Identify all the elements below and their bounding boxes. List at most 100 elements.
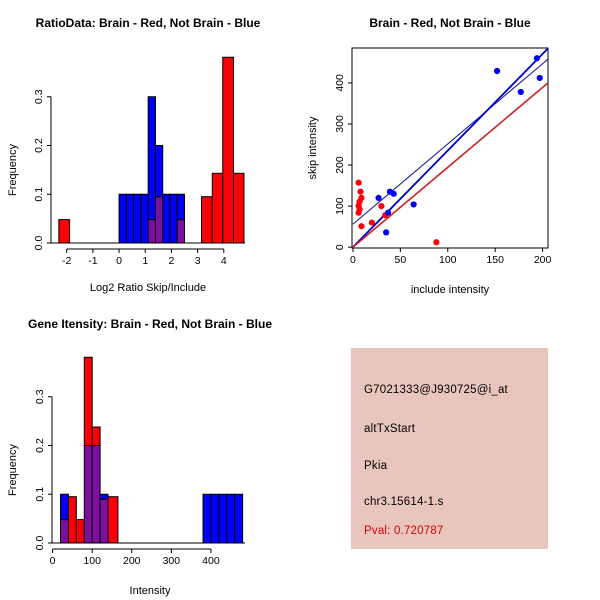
event-type-text: altTxStart xyxy=(364,423,416,435)
y-tick-label: 100 xyxy=(334,197,346,215)
histogram-bar-segment xyxy=(154,145,164,198)
histogram-bar-segment xyxy=(99,498,109,544)
y-axis-label: Frequency xyxy=(7,444,19,496)
y-tick-label: 0.1 xyxy=(33,187,45,202)
histogram-bar-segment xyxy=(60,493,69,521)
histogram-bar-segment xyxy=(176,193,186,221)
histogram-bar-segment xyxy=(176,219,186,244)
x-axis-label: Log2 Ratio Skip/Include xyxy=(90,282,206,294)
histogram-bar-segment xyxy=(67,496,77,544)
histogram-bar-segment xyxy=(107,496,119,544)
histogram-bar-segment xyxy=(226,493,236,544)
y-tick-label: 0.2 xyxy=(33,138,45,153)
histogram-bar-segment xyxy=(91,426,101,447)
x-tick-label: 150 xyxy=(486,254,504,266)
x-tick-label: 0 xyxy=(50,555,56,567)
scatter-point-red xyxy=(357,188,364,195)
plot-title: Brain - Red, Not Brain - Blue xyxy=(369,16,531,30)
x-tick-label: 0 xyxy=(116,255,122,267)
scatter-point-blue xyxy=(410,201,417,208)
scatter-point-red xyxy=(355,179,362,186)
y-tick-label: 0.1 xyxy=(34,487,46,502)
plot-box xyxy=(351,47,549,249)
x-tick-label: 300 xyxy=(163,555,181,567)
scatter-point-red xyxy=(358,223,365,230)
histogram-bar-segment xyxy=(201,196,213,244)
y-axis-label: Frequency xyxy=(7,144,19,196)
y-tick-label: 0.2 xyxy=(34,438,46,453)
locus-text: chr3.15614-1.s xyxy=(364,496,444,508)
x-axis-label: include intensity xyxy=(411,284,490,296)
x-axis-label: Intensity xyxy=(130,585,171,597)
histogram-bar-segment xyxy=(118,193,127,244)
gene-name-text: Pkia xyxy=(364,460,388,472)
y-tick-label: 0.3 xyxy=(34,389,46,404)
x-tick-label: 3 xyxy=(195,255,201,267)
x-tick-label: 1 xyxy=(142,255,148,267)
histogram-bar-segment xyxy=(83,445,93,544)
y-tick-label: 0 xyxy=(334,244,346,250)
histogram-bar-segment xyxy=(133,193,142,244)
x-tick-label: 200 xyxy=(123,555,141,567)
histogram-bar-segment xyxy=(210,493,220,544)
histogram-bar-segment xyxy=(147,96,156,221)
histogram-bar-segment xyxy=(211,172,224,244)
x-tick-label: 4 xyxy=(221,255,227,267)
y-tick-label: 300 xyxy=(334,115,346,133)
histogram-bar-segment xyxy=(83,356,93,447)
x-tick-label: -1 xyxy=(88,255,97,267)
histogram-bar-segment xyxy=(218,493,228,544)
pval-text: Pval: 0.720787 xyxy=(364,525,444,537)
histogram-bar-segment xyxy=(162,193,171,244)
scatter-point-blue xyxy=(536,74,543,82)
y-tick-label: 0.3 xyxy=(33,89,45,104)
y-tick-label: 200 xyxy=(334,156,346,174)
scatter-point-red xyxy=(378,203,385,210)
x-tick-label: 2 xyxy=(169,255,175,267)
histogram-bar-segment xyxy=(154,196,164,244)
scatter-point-blue xyxy=(390,190,397,197)
y-axis-label: skip intensity xyxy=(307,116,319,179)
histogram-bar-segment xyxy=(202,493,212,544)
y-tick-label: 0.0 xyxy=(33,236,45,251)
x-tick-label: 50 xyxy=(395,254,407,266)
histogram-bar-segment xyxy=(75,519,85,544)
histogram-bar-segment xyxy=(60,519,69,544)
x-tick-label: 0 xyxy=(350,254,356,266)
brain-fit xyxy=(352,82,549,248)
y-tick-label: 0.0 xyxy=(34,536,46,551)
reference-line xyxy=(352,58,549,225)
histogram-bar-segment xyxy=(58,219,71,244)
x-tick-label: 200 xyxy=(534,254,552,266)
plot-title: RatioData: Brain - Red, Not Brain - Blue xyxy=(36,16,261,30)
probe-id-text: G7021333@J930725@i_at xyxy=(364,384,508,396)
scatter-point-red xyxy=(355,209,362,216)
plot-title: Gene Itensity: Brain - Red, Not Brain - … xyxy=(28,317,272,331)
scatter-point-red xyxy=(368,219,376,226)
y-tick-label: 400 xyxy=(334,74,346,92)
scatter-point-blue xyxy=(493,67,501,75)
x-tick-label: 400 xyxy=(202,555,220,567)
not-brain-fit xyxy=(352,47,549,248)
x-tick-label: 100 xyxy=(83,555,101,567)
x-tick-label: 100 xyxy=(439,254,457,266)
gene-info-panel: G7021333@J930725@i_at altTxStart Pkia ch… xyxy=(351,348,548,549)
histogram-bar-segment xyxy=(169,193,178,244)
histogram-bar-segment xyxy=(234,493,244,544)
scatter-point-red xyxy=(433,239,440,246)
histogram-bar-segment xyxy=(140,193,149,244)
histogram-bar-segment xyxy=(232,172,245,244)
scatter-point-blue xyxy=(517,88,524,96)
scatter-point-blue xyxy=(375,194,382,201)
histogram-bar-segment xyxy=(147,219,156,244)
x-tick-label: -2 xyxy=(62,255,71,267)
scatter-point-blue xyxy=(384,209,392,216)
scatter-point-blue xyxy=(383,229,390,236)
histogram-bar-segment xyxy=(99,493,109,500)
histogram-bar-segment xyxy=(91,445,101,544)
histogram-bar-segment xyxy=(222,56,234,244)
histogram-bar-segment xyxy=(125,193,135,244)
scatter-point-blue xyxy=(533,55,541,62)
